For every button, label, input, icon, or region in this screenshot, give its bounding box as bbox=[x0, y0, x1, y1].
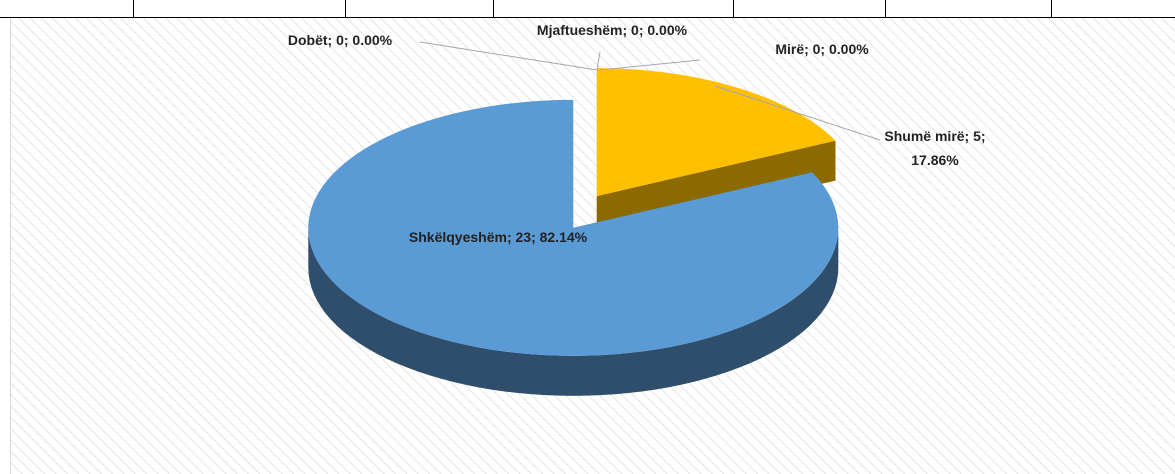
leader-lines bbox=[419, 41, 881, 141]
data-label: Shumë mirë; 5; 17.86% bbox=[884, 128, 986, 168]
table-row bbox=[0, 0, 1175, 18]
pie-slice bbox=[308, 99, 839, 356]
data-label: Mjaftueshëm; 0; 0.00% bbox=[536, 22, 688, 38]
data-label: Dobët; 0; 0.00% bbox=[287, 32, 393, 48]
data-label: Shkëlqyeshëm; 23; 82.14% bbox=[408, 229, 588, 245]
slice-side bbox=[308, 227, 839, 396]
pie-slice bbox=[596, 68, 836, 197]
data-label: Mirë; 0; 0.00% bbox=[775, 41, 869, 57]
